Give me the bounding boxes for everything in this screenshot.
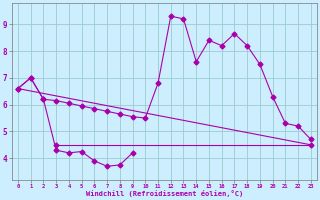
X-axis label: Windchill (Refroidissement éolien,°C): Windchill (Refroidissement éolien,°C) [86,190,243,197]
